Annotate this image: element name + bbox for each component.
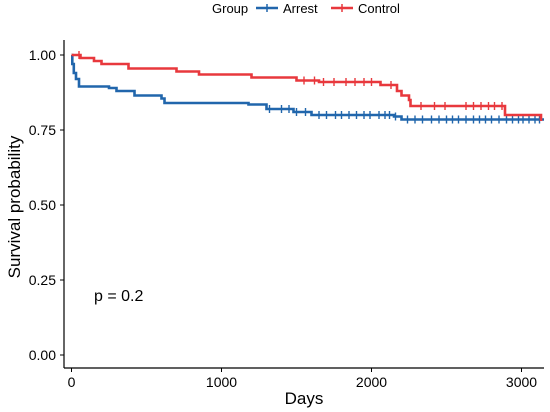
legend: Group Arrest Control (212, 1, 400, 16)
x-tick-label: 1000 (206, 374, 237, 390)
y-tick-label: 0.75 (29, 122, 56, 138)
x-tick-label: 2000 (356, 374, 387, 390)
series-layer (71, 51, 544, 124)
legend-label-control: Control (358, 1, 400, 16)
legend-title: Group (212, 1, 248, 16)
y-tick-label: 1.00 (29, 47, 56, 63)
x-axis-title: Days (285, 389, 324, 408)
axes: 0 1000 2000 3000 0.00 0.25 0.50 0.75 1.00 (29, 40, 544, 390)
x-tick-label: 0 (68, 374, 76, 390)
y-tick-label: 0.00 (29, 347, 56, 363)
series-line-control (71, 53, 543, 121)
y-tick-label: 0.25 (29, 272, 56, 288)
y-axis-title: Survival probability (5, 135, 24, 278)
y-tick-label: 0.50 (29, 197, 56, 213)
legend-label-arrest: Arrest (283, 1, 318, 16)
p-value-annotation: p = 0.2 (94, 288, 143, 305)
x-tick-label: 3000 (506, 374, 537, 390)
series-line-arrest (71, 53, 544, 121)
